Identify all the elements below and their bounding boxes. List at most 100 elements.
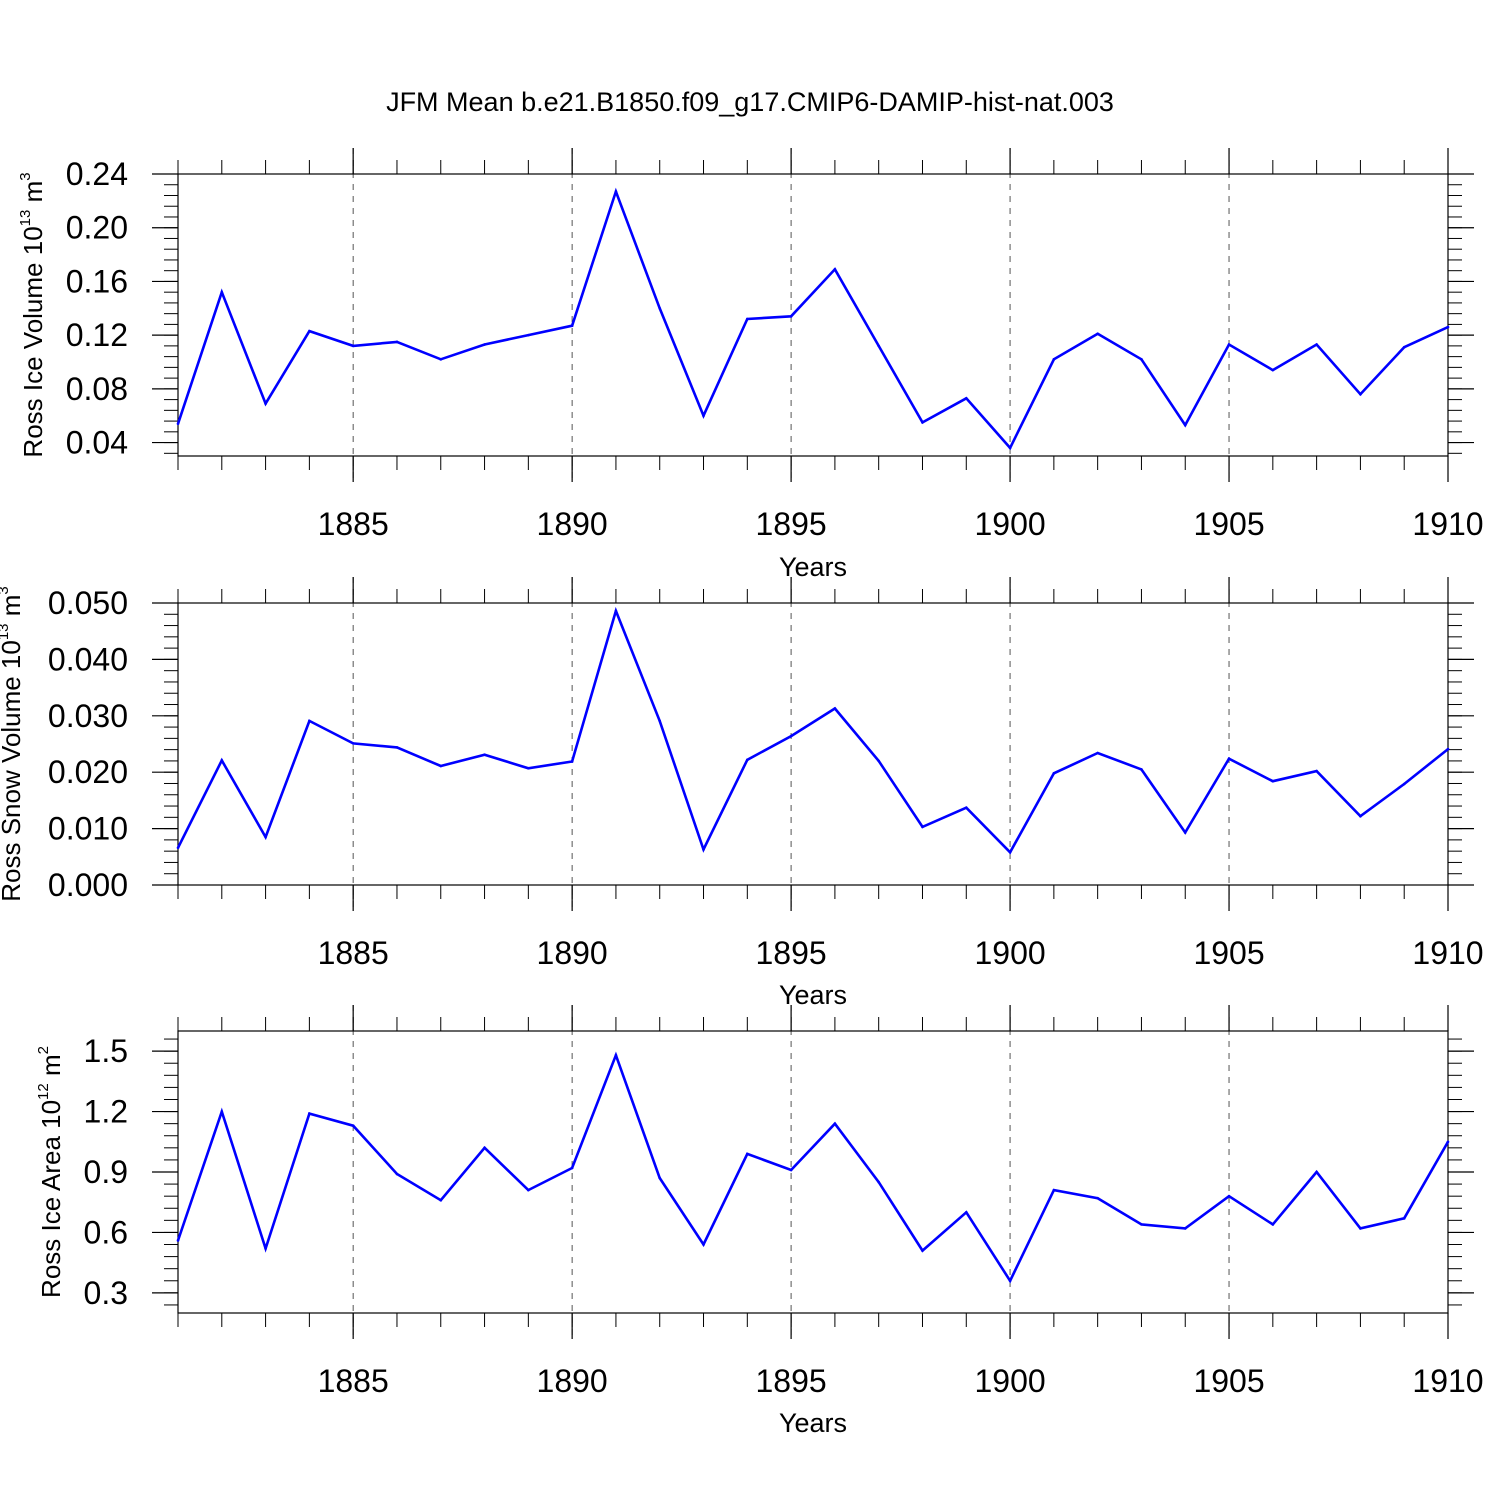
data-point-snow-volume-1898 (921, 825, 924, 829)
series-line-ice-volume (176, 187, 1449, 451)
data-point-ice-volume-1897 (877, 344, 880, 348)
data-point-ice-area-1898 (921, 1249, 924, 1252)
data-point-ice-volume-1883 (264, 402, 267, 405)
ytick-label-ice-volume-3: 0.16 (66, 263, 128, 299)
data-point-ice-area-1885 (351, 1124, 355, 1127)
xtick-label-ice-area-1910: 1910 (1412, 1363, 1483, 1399)
xtick-label-ice-area-1905: 1905 (1193, 1363, 1264, 1399)
ytick-label-snow-volume-5: 0.050 (48, 585, 128, 621)
data-point-ice-area-1881 (176, 1239, 180, 1242)
data-point-ice-area-1910 (1446, 1140, 1450, 1144)
data-point-ice-volume-1895 (789, 315, 793, 318)
ytick-label-ice-volume-0: 0.04 (66, 425, 128, 461)
plot-frame-ice-area (177, 1030, 1449, 1314)
data-point-ice-area-1896 (833, 1122, 837, 1125)
data-point-ice-volume-1886 (395, 340, 399, 344)
data-point-ice-area-1883 (264, 1247, 267, 1250)
ytick-label-ice-area-2: 0.9 (84, 1154, 128, 1190)
xtick-label-ice-volume-1885: 1885 (318, 506, 389, 542)
data-point-ice-volume-1910 (1446, 325, 1450, 329)
data-point-ice-area-1882 (220, 1110, 224, 1113)
data-point-ice-volume-1896 (833, 268, 837, 271)
data-point-ice-area-1902 (1096, 1196, 1099, 1200)
data-point-ice-area-1895 (789, 1168, 793, 1172)
data-point-snow-volume-1897 (877, 759, 880, 763)
xtick-label-snow-volume-1900: 1900 (974, 935, 1045, 971)
ytick-label-ice-volume-2: 0.12 (66, 317, 128, 353)
data-point-ice-volume-1908 (1359, 392, 1362, 396)
data-point-ice-volume-1889 (527, 333, 530, 337)
xlabel-snow-volume: Years (779, 980, 847, 1010)
ytick-label-snow-volume-2: 0.020 (48, 754, 128, 790)
data-point-ice-volume-1884 (308, 329, 311, 333)
data-point-ice-volume-1900 (1008, 446, 1012, 450)
ytick-label-snow-volume-3: 0.030 (48, 698, 128, 734)
data-point-snow-volume-1889 (527, 766, 530, 770)
ytick-label-snow-volume-1: 0.010 (48, 811, 128, 847)
data-point-snow-volume-1910 (1446, 747, 1450, 751)
data-point-snow-volume-1904 (1183, 831, 1187, 834)
data-point-ice-volume-1888 (483, 343, 486, 346)
data-point-ice-area-1904 (1183, 1227, 1187, 1230)
data-point-ice-area-1905 (1227, 1194, 1231, 1198)
data-point-ice-volume-1907 (1315, 343, 1318, 346)
data-point-ice-area-1908 (1359, 1227, 1362, 1230)
data-point-snow-volume-1886 (395, 746, 399, 749)
data-point-snow-volume-1906 (1271, 779, 1275, 783)
data-point-snow-volume-1891 (614, 609, 618, 613)
ylabel-snow-volume: Ross Snow Volume 1013 m3 (0, 586, 26, 902)
data-point-ice-area-1893 (702, 1243, 705, 1246)
data-point-ice-volume-1899 (964, 396, 968, 400)
data-point-ice-area-1889 (527, 1188, 530, 1192)
xtick-label-ice-volume-1900: 1900 (974, 506, 1045, 542)
ylabel-ice-volume: Ross Ice Volume 1013 m3 (17, 172, 48, 457)
data-point-snow-volume-1900 (1008, 850, 1012, 854)
data-point-snow-volume-1907 (1315, 769, 1318, 773)
ytick-label-ice-volume-1: 0.08 (66, 371, 128, 407)
data-point-ice-volume-1904 (1183, 423, 1187, 427)
data-point-ice-volume-1902 (1096, 332, 1099, 336)
data-point-snow-volume-1894 (746, 758, 749, 762)
data-point-ice-volume-1903 (1140, 358, 1143, 361)
data-point-ice-volume-1891 (614, 190, 618, 193)
data-point-snow-volume-1908 (1359, 814, 1362, 818)
ytick-label-ice-volume-4: 0.20 (66, 210, 128, 246)
data-point-ice-area-1907 (1315, 1170, 1318, 1174)
figure-title: JFM Mean b.e21.B1850.f09_g17.CMIP6-DAMIP… (386, 87, 1114, 117)
data-point-snow-volume-1902 (1096, 751, 1099, 755)
xtick-label-ice-volume-1905: 1905 (1193, 506, 1264, 542)
ytick-label-ice-area-3: 1.2 (84, 1094, 128, 1130)
data-point-ice-area-1886 (395, 1172, 399, 1176)
xtick-label-ice-volume-1895: 1895 (756, 506, 827, 542)
xlabel-ice-area: Years (779, 1408, 847, 1438)
series-line-ice-area (176, 1051, 1450, 1284)
panel-ice-area: Ross Ice Area 1012 m2 Years 1885 1890 1895… (35, 1005, 1484, 1438)
ytick-label-ice-area-0: 0.3 (84, 1275, 128, 1311)
data-point-ice-area-1903 (1140, 1223, 1143, 1226)
data-point-ice-area-1900 (1008, 1279, 1012, 1283)
xtick-label-snow-volume-1895: 1895 (756, 935, 827, 971)
ytick-label-ice-area-4: 1.5 (84, 1033, 128, 1069)
xtick-label-snow-volume-1890: 1890 (537, 935, 608, 971)
data-point-ice-volume-1901 (1052, 358, 1056, 361)
ytick-label-ice-volume-5: 0.24 (66, 156, 128, 192)
data-point-ice-volume-1885 (351, 344, 355, 348)
data-point-ice-volume-1881 (176, 422, 180, 426)
data-point-snow-volume-1890 (570, 760, 574, 763)
xtick-label-ice-volume-1890: 1890 (537, 506, 608, 542)
data-point-snow-volume-1892 (658, 719, 662, 723)
data-point-ice-volume-1893 (702, 414, 705, 418)
data-point-snow-volume-1899 (964, 806, 968, 810)
data-point-snow-volume-1882 (220, 759, 224, 762)
xtick-label-snow-volume-1905: 1905 (1193, 935, 1264, 971)
data-point-ice-volume-1898 (921, 421, 924, 424)
data-point-snow-volume-1901 (1052, 772, 1056, 775)
data-point-snow-volume-1905 (1227, 757, 1231, 760)
xtick-label-ice-area-1895: 1895 (756, 1363, 827, 1399)
series-line-snow-volume (176, 606, 1449, 855)
data-point-ice-area-1901 (1052, 1188, 1056, 1192)
data-point-ice-volume-1890 (570, 324, 574, 328)
xlabel-ice-volume: Years (779, 552, 847, 582)
data-point-ice-volume-1906 (1271, 368, 1275, 372)
